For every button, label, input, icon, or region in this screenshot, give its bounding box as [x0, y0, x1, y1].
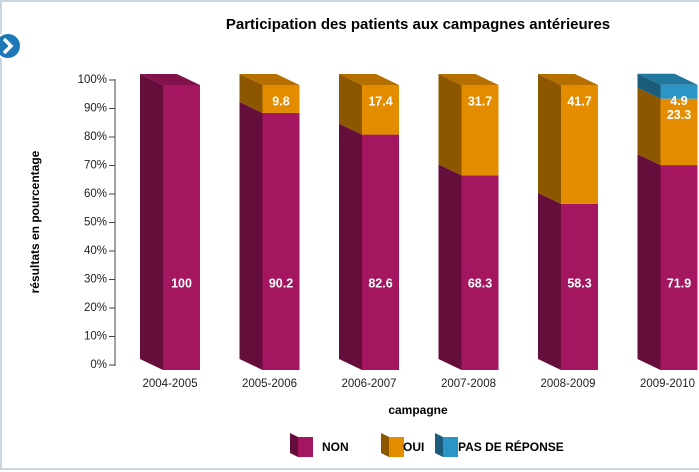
- bar-segment: [339, 123, 399, 370]
- bar-segment: [637, 87, 698, 166]
- bar-front: [660, 84, 698, 99]
- y-tick-label: 20%: [84, 302, 107, 314]
- y-tick-label: 100%: [78, 74, 107, 86]
- x-tick-label: 2009-2010: [640, 378, 695, 390]
- bar-front: [262, 85, 300, 113]
- bar-front: [163, 85, 200, 370]
- y-tick-label: 70%: [84, 160, 107, 172]
- value-label: 71.9: [667, 276, 691, 290]
- bar-front: [362, 85, 399, 135]
- bar-segment: [239, 74, 300, 113]
- bar-side: [637, 73, 661, 99]
- bar-side: [538, 74, 561, 204]
- y-tick-label: 30%: [84, 274, 107, 286]
- legend-label: OUI: [403, 440, 424, 454]
- x-tick-label: 2006-2007: [342, 378, 397, 390]
- bar-segment: [538, 192, 598, 370]
- bar-side: [637, 154, 661, 370]
- bar-side: [239, 74, 263, 113]
- x-tick-label: 2008-2009: [541, 378, 596, 390]
- value-label: 100: [171, 276, 192, 290]
- y-tick-label: 50%: [84, 217, 107, 229]
- bar-segment: [140, 74, 200, 370]
- value-label: 41.7: [567, 94, 591, 108]
- value-label: 31.7: [468, 94, 492, 108]
- bar-front: [461, 175, 499, 370]
- bar-side: [438, 74, 462, 176]
- bar-segment: [339, 74, 399, 135]
- legend-label: PAS DE RÉPONSE: [458, 439, 564, 454]
- value-label: 9.8: [272, 94, 289, 108]
- bar-side: [637, 87, 661, 166]
- x-tick-label: 2004-2005: [143, 378, 198, 390]
- x-tick-label: 2007-2008: [441, 378, 496, 390]
- chart-title: Participation des patients aux campagnes…: [226, 16, 610, 33]
- bar-segment: [438, 74, 499, 176]
- legend-swatch: [389, 437, 404, 457]
- y-tick-label: 60%: [84, 188, 107, 200]
- y-tick-label: 10%: [84, 331, 107, 343]
- bar-side: [339, 74, 362, 135]
- bar-segment: [438, 164, 499, 370]
- bar-segment: [538, 74, 598, 204]
- nav-chevron[interactable]: [2, 37, 14, 55]
- value-label: 4.9: [670, 94, 687, 108]
- bar-front: [262, 112, 300, 371]
- bar-side: [140, 74, 163, 370]
- y-axis-label: résultats en pourcentage: [28, 150, 42, 293]
- value-label: 68.3: [468, 276, 492, 290]
- y-tick-label: 0%: [90, 359, 107, 371]
- value-label: 17.4: [368, 94, 392, 108]
- bar-side: [239, 101, 263, 371]
- bar-side: [538, 192, 561, 370]
- bar-top: [339, 74, 399, 85]
- bar-top: [637, 73, 698, 85]
- bar-front: [362, 134, 399, 370]
- legend-swatch-side: [290, 433, 298, 457]
- legend-swatch: [443, 437, 458, 457]
- legend-swatch: [298, 437, 313, 457]
- x-axis-label: campagne: [388, 403, 448, 417]
- legend-swatch-side: [435, 433, 443, 457]
- bar-top: [538, 74, 598, 85]
- bar-top: [239, 74, 300, 85]
- bar-segment: [637, 154, 698, 370]
- nav-icon[interactable]: [0, 32, 22, 60]
- y-tick-label: 80%: [84, 131, 107, 143]
- legend-swatch-side: [381, 433, 389, 457]
- value-label: 82.6: [368, 276, 392, 290]
- legend-label: NON: [322, 440, 349, 454]
- bar-side: [339, 123, 362, 370]
- bar-side: [438, 164, 462, 370]
- value-label: 23.3: [667, 108, 691, 122]
- bar-top: [438, 74, 499, 85]
- x-tick-label: 2005-2006: [242, 378, 297, 390]
- bar-front: [660, 98, 698, 166]
- y-tick-label: 90%: [84, 103, 107, 115]
- bar-segment: [239, 101, 300, 371]
- value-label: 58.3: [567, 276, 591, 290]
- bar-segment: [637, 73, 698, 99]
- y-tick-label: 40%: [84, 245, 107, 257]
- bar-front: [561, 85, 598, 204]
- bar-front: [660, 165, 698, 370]
- bar-top: [140, 74, 200, 85]
- bar-front: [561, 203, 598, 370]
- value-label: 90.2: [269, 276, 293, 290]
- bar-front: [461, 85, 499, 176]
